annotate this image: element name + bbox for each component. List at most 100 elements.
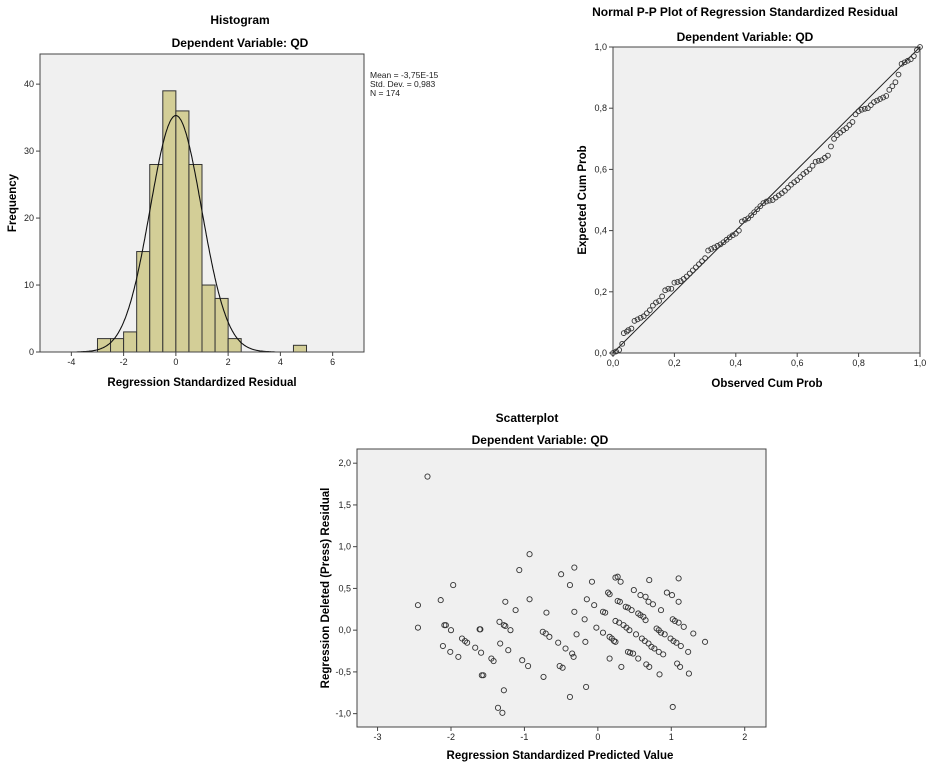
scatterplot-y-tick-label: 0,0 — [338, 625, 351, 635]
histogram-y-tick-label: 40 — [24, 79, 34, 89]
pp-plot-point — [693, 264, 699, 271]
pp-plot-title: Normal P-P Plot of Regression Standardiz… — [592, 5, 898, 19]
pp-plot-point — [782, 187, 788, 194]
scatterplot-point — [675, 619, 682, 626]
pp-plot-point — [806, 166, 813, 173]
scatterplot-point — [424, 473, 431, 480]
pp-plot-point — [625, 327, 632, 333]
pp-plot-point — [662, 287, 669, 294]
pp-plot-point — [705, 247, 712, 254]
scatterplot-point — [642, 617, 649, 624]
pp-plot-point — [809, 162, 816, 169]
pp-plot-point — [650, 302, 656, 309]
histogram-y-axis-label: Frequency — [7, 173, 19, 232]
pp-plot-point — [864, 105, 871, 112]
pp-plot-point — [861, 105, 868, 112]
pp-plot-point — [880, 94, 887, 101]
scatterplot-point — [540, 673, 547, 680]
scatterplot-point — [651, 645, 658, 652]
scatterplot-point — [496, 618, 503, 625]
scatterplot-point — [582, 638, 589, 645]
scatterplot-y-tick-label: 1,0 — [338, 542, 351, 552]
histogram-x-axis-label: Regression Standardized Residual — [107, 377, 296, 389]
scatterplot-point — [480, 672, 487, 679]
pp-plot-point — [634, 316, 641, 323]
pp-plot-point — [907, 56, 914, 63]
pp-plot-point — [714, 243, 721, 249]
scatterplot-point — [571, 564, 578, 571]
pp-plot-y-tick-label: 0,4 — [594, 226, 607, 236]
scatterplot-point — [442, 622, 449, 629]
pp-plot-point — [901, 59, 908, 66]
scatterplot-point — [612, 638, 619, 645]
scatterplot-point — [617, 578, 624, 585]
pp-plot-point — [914, 47, 920, 53]
histogram-bar — [201, 284, 216, 353]
pp-plot-point — [886, 86, 893, 93]
pp-plot-chart: Normal P-P Plot of Regression Standardiz… — [577, 5, 926, 390]
pp-plot-point — [646, 307, 653, 314]
histogram-x-tick-label: -4 — [67, 357, 75, 367]
pp-plot-point — [871, 99, 877, 105]
scatterplot-point — [583, 596, 590, 603]
pp-plot-point — [911, 53, 917, 60]
scatterplot-point — [566, 693, 573, 700]
histogram-y-tick-label: 30 — [24, 146, 34, 156]
scatterplot-point — [630, 650, 637, 657]
scatterplot-point — [645, 598, 652, 605]
scatterplot-point — [671, 617, 678, 625]
pp-plot-point — [904, 57, 911, 64]
pp-plot-point — [708, 246, 715, 252]
pp-plot-point — [696, 261, 702, 268]
scatterplot-point — [507, 627, 514, 634]
pp-plot-point — [751, 209, 758, 216]
scatterplot-point — [635, 655, 642, 662]
pp-plot-point — [674, 279, 681, 285]
pp-plot-y-axis-label: Expected Cum Prob — [577, 145, 589, 254]
pp-plot-point — [702, 255, 708, 261]
scatterplot-point — [497, 640, 504, 647]
scatterplot-point — [657, 607, 665, 614]
scatterplot-point — [675, 598, 682, 605]
scatterplot-subtitle: Dependent Variable: QD — [472, 433, 609, 447]
scatterplot-point — [502, 622, 509, 630]
scatterplot-x-axis-label: Regression Standardized Predicted Value — [447, 750, 674, 762]
pp-plot-point — [895, 71, 902, 78]
scatterplot-point — [630, 587, 637, 594]
scatterplot-point — [464, 639, 471, 646]
scatterplot-x-tick-label: -2 — [447, 732, 455, 742]
scatterplot-point — [414, 602, 421, 609]
scatterplot-point — [642, 593, 649, 600]
histogram-y-tick-label: 20 — [24, 213, 34, 223]
pp-plot-point — [729, 232, 736, 239]
pp-plot-point — [868, 102, 874, 108]
scatterplot-point — [455, 653, 462, 660]
histogram-bar — [123, 331, 138, 353]
pp-plot-point — [760, 200, 767, 206]
scatterplot-point — [526, 596, 533, 603]
histogram-bar — [188, 163, 203, 353]
scatterplot-point — [593, 624, 600, 631]
scatterplot-point — [637, 612, 644, 619]
scatterplot-point — [583, 683, 590, 690]
pp-plot-point — [659, 293, 665, 300]
scatterplot-point — [502, 598, 509, 605]
histogram-stat-mean: Mean = -3,75E-15 — [370, 70, 439, 80]
scatterplot-point — [571, 608, 578, 615]
histogram-y-tick-label: 0 — [29, 347, 34, 357]
pp-plot-y-tick-label: 0,6 — [594, 164, 607, 174]
scatterplot-point — [669, 703, 676, 711]
scatterplot-point — [573, 631, 580, 638]
pp-plot-point — [794, 177, 801, 183]
scatterplot-point — [702, 638, 709, 645]
scatterplot-point — [558, 571, 565, 578]
pp-plot-point — [757, 203, 764, 209]
scatterplot-x-tick-label: 1 — [669, 732, 674, 742]
pp-plot-x-tick-label: 0,4 — [730, 358, 743, 368]
pp-plot-point — [858, 106, 865, 113]
pp-plot-point — [849, 119, 856, 125]
pp-plot-point — [892, 79, 899, 86]
scatterplot-point — [680, 623, 687, 630]
scatterplot-point — [656, 671, 663, 678]
